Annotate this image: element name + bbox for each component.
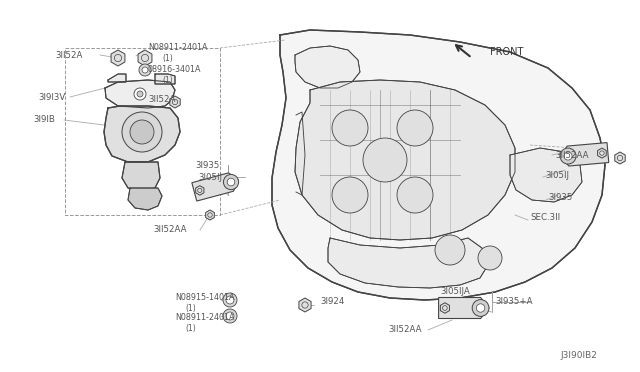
Text: N08911-2401A: N08911-2401A	[148, 42, 207, 51]
Text: 3I05IJ: 3I05IJ	[545, 170, 569, 180]
Circle shape	[397, 177, 433, 213]
Text: 3I935+A: 3I935+A	[495, 298, 532, 307]
Circle shape	[564, 152, 572, 160]
Text: (1): (1)	[162, 77, 173, 86]
Text: 3I9I3V: 3I9I3V	[38, 93, 65, 102]
Polygon shape	[155, 74, 175, 84]
Polygon shape	[205, 210, 214, 220]
Polygon shape	[598, 148, 606, 158]
Text: SEC.3II: SEC.3II	[530, 214, 560, 222]
Polygon shape	[615, 152, 625, 164]
Text: 3I935: 3I935	[195, 160, 220, 170]
Circle shape	[223, 174, 239, 190]
Polygon shape	[111, 50, 125, 66]
Text: 3I05IJ: 3I05IJ	[198, 173, 222, 182]
Circle shape	[130, 120, 154, 144]
Circle shape	[363, 138, 407, 182]
Text: 08916-3401A: 08916-3401A	[148, 65, 202, 74]
Polygon shape	[560, 142, 609, 166]
Text: 3I924: 3I924	[320, 298, 344, 307]
Circle shape	[227, 178, 235, 186]
Circle shape	[435, 235, 465, 265]
Circle shape	[223, 309, 237, 323]
Polygon shape	[328, 238, 488, 288]
Polygon shape	[170, 96, 180, 108]
Polygon shape	[105, 80, 175, 108]
Polygon shape	[299, 298, 311, 312]
Polygon shape	[440, 303, 449, 313]
Circle shape	[137, 91, 143, 97]
Polygon shape	[192, 173, 238, 201]
Text: 3I935: 3I935	[548, 193, 572, 202]
Polygon shape	[128, 188, 162, 210]
Text: 3I05IJA: 3I05IJA	[440, 288, 470, 296]
Text: FRONT: FRONT	[490, 47, 524, 57]
Text: 3II52AA: 3II52AA	[388, 326, 422, 334]
Circle shape	[142, 67, 148, 73]
Polygon shape	[510, 148, 582, 202]
Circle shape	[223, 293, 237, 307]
Circle shape	[134, 88, 146, 100]
Text: 3II52A: 3II52A	[148, 96, 175, 105]
Polygon shape	[122, 162, 160, 192]
Text: N08911-2401A: N08911-2401A	[175, 314, 234, 323]
Circle shape	[476, 304, 485, 312]
Circle shape	[226, 296, 234, 304]
Text: 3II52AA: 3II52AA	[555, 151, 589, 160]
Circle shape	[397, 110, 433, 146]
Circle shape	[332, 110, 368, 146]
Text: (1): (1)	[185, 324, 196, 334]
Text: 3II52AA: 3II52AA	[153, 225, 186, 234]
Text: (1): (1)	[162, 54, 173, 62]
Polygon shape	[295, 46, 360, 88]
Circle shape	[560, 148, 576, 164]
Circle shape	[472, 299, 489, 317]
Circle shape	[332, 177, 368, 213]
Polygon shape	[138, 50, 152, 66]
Text: N08915-1401A: N08915-1401A	[175, 292, 234, 301]
Polygon shape	[108, 74, 126, 82]
Circle shape	[226, 312, 234, 320]
Text: 3I9IB: 3I9IB	[33, 115, 55, 125]
Circle shape	[139, 64, 151, 76]
Circle shape	[478, 246, 502, 270]
Polygon shape	[104, 106, 180, 162]
Text: 3II52A: 3II52A	[55, 51, 83, 60]
Polygon shape	[272, 30, 605, 300]
Polygon shape	[196, 186, 204, 195]
Text: J3I90IB2: J3I90IB2	[560, 350, 597, 359]
Circle shape	[122, 112, 162, 152]
Polygon shape	[438, 298, 489, 318]
Polygon shape	[295, 80, 515, 240]
Text: (1): (1)	[185, 304, 196, 312]
